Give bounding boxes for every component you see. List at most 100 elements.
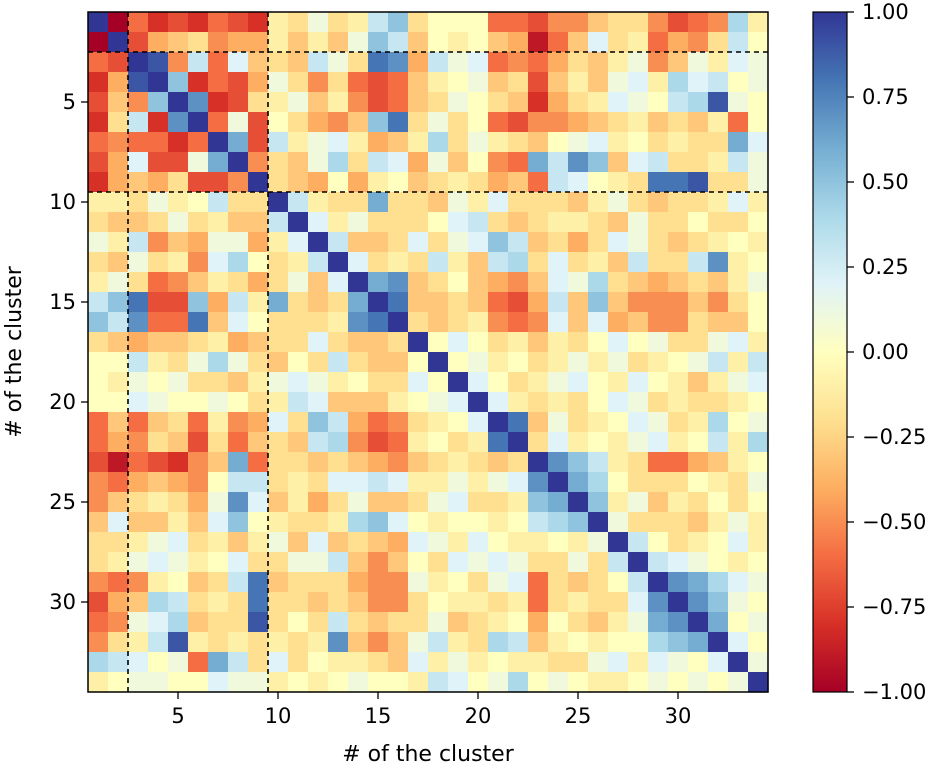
heatmap-cell bbox=[548, 452, 569, 473]
heatmap-cell bbox=[448, 152, 469, 173]
heatmap-cell bbox=[428, 352, 449, 373]
heatmap-cell bbox=[268, 272, 289, 293]
heatmap-cell bbox=[488, 632, 509, 653]
heatmap-cell bbox=[388, 472, 409, 493]
heatmap-cell bbox=[368, 272, 389, 293]
heatmap-cell bbox=[208, 292, 229, 313]
heatmap-cell bbox=[688, 232, 709, 253]
heatmap-cell bbox=[648, 652, 669, 673]
heatmap-cell bbox=[328, 452, 349, 473]
heatmap-cell bbox=[608, 112, 629, 133]
heatmap-cell bbox=[628, 252, 649, 273]
heatmap-cell bbox=[608, 52, 629, 73]
heatmap-cell bbox=[568, 452, 589, 473]
heatmap-cell bbox=[708, 672, 729, 693]
heatmap-cell bbox=[668, 472, 689, 493]
heatmap-cell bbox=[528, 232, 549, 253]
heatmap-cell bbox=[328, 112, 349, 133]
heatmap-cell bbox=[508, 212, 529, 233]
heatmap-cell bbox=[88, 532, 109, 553]
heatmap-cell bbox=[148, 32, 169, 53]
heatmap-cell bbox=[748, 232, 769, 253]
heatmap-cell bbox=[268, 632, 289, 653]
heatmap-cell bbox=[348, 592, 369, 613]
heatmap-cell bbox=[388, 192, 409, 213]
heatmap-cell bbox=[568, 132, 589, 153]
heatmap-cell bbox=[548, 632, 569, 653]
heatmap-cell bbox=[628, 72, 649, 93]
heatmap-cell bbox=[748, 672, 769, 693]
heatmap-cell bbox=[468, 352, 489, 373]
heatmap-cell bbox=[108, 332, 129, 353]
heatmap-cell bbox=[728, 92, 749, 113]
heatmap-cell bbox=[708, 32, 729, 53]
heatmap-cell bbox=[548, 432, 569, 453]
heatmap-cell bbox=[468, 172, 489, 193]
heatmap-cell bbox=[128, 152, 149, 173]
heatmap-cell bbox=[688, 192, 709, 213]
heatmap-cell bbox=[168, 152, 189, 173]
heatmap-cell bbox=[328, 212, 349, 233]
heatmap-cell bbox=[568, 152, 589, 173]
heatmap-cell bbox=[88, 512, 109, 533]
heatmap-cell bbox=[608, 532, 629, 553]
heatmap-cell bbox=[188, 472, 209, 493]
heatmap-cell bbox=[488, 32, 509, 53]
heatmap-cell bbox=[348, 12, 369, 33]
heatmap-cell bbox=[728, 352, 749, 373]
heatmap-cell bbox=[288, 432, 309, 453]
heatmap-cell bbox=[728, 232, 749, 253]
heatmap-cell bbox=[368, 332, 389, 353]
heatmap-cell bbox=[168, 472, 189, 493]
heatmap-cell bbox=[708, 192, 729, 213]
heatmap-cell bbox=[588, 332, 609, 353]
heatmap-cell bbox=[88, 492, 109, 513]
heatmap-cell bbox=[128, 352, 149, 373]
heatmap-cell bbox=[268, 112, 289, 133]
heatmap-cell bbox=[528, 652, 549, 673]
heatmap-cell bbox=[228, 252, 249, 273]
heatmap-cell bbox=[748, 292, 769, 313]
heatmap-cell bbox=[588, 532, 609, 553]
heatmap-cell bbox=[148, 12, 169, 33]
heatmap-cell bbox=[228, 492, 249, 513]
heatmap-cell bbox=[128, 332, 149, 353]
heatmap-cell bbox=[88, 432, 109, 453]
heatmap-cell bbox=[328, 72, 349, 93]
heatmap-cell bbox=[148, 292, 169, 313]
heatmap-cell bbox=[168, 212, 189, 233]
heatmap-cell bbox=[468, 132, 489, 153]
heatmap-cell bbox=[228, 432, 249, 453]
heatmap-cell bbox=[548, 652, 569, 673]
heatmap-cell bbox=[388, 432, 409, 453]
heatmap-cell bbox=[428, 432, 449, 453]
heatmap-cell bbox=[488, 652, 509, 673]
heatmap-cell bbox=[528, 572, 549, 593]
heatmap-cell bbox=[628, 512, 649, 533]
heatmap-cell bbox=[88, 272, 109, 293]
heatmap-cell bbox=[128, 492, 149, 513]
heatmap-cell bbox=[708, 632, 729, 653]
heatmap-cell bbox=[488, 612, 509, 633]
heatmap-cell bbox=[628, 532, 649, 553]
heatmap-cell bbox=[548, 592, 569, 613]
heatmap-cell bbox=[448, 352, 469, 373]
heatmap-cell bbox=[428, 152, 449, 173]
heatmap-cell bbox=[168, 512, 189, 533]
heatmap-cell bbox=[328, 632, 349, 653]
heatmap-cell bbox=[328, 352, 349, 373]
heatmap-cell bbox=[248, 472, 269, 493]
heatmap-cell bbox=[308, 552, 329, 573]
colorbar-tick-label: −0.75 bbox=[862, 595, 926, 619]
heatmap-cell bbox=[648, 492, 669, 513]
heatmap-cell bbox=[428, 612, 449, 633]
heatmap-cell bbox=[448, 212, 469, 233]
colorbar-tick-label: 0.75 bbox=[862, 85, 909, 109]
heatmap-cell bbox=[368, 652, 389, 673]
heatmap-cell bbox=[468, 552, 489, 573]
heatmap-cell bbox=[488, 132, 509, 153]
heatmap-cell bbox=[708, 652, 729, 673]
heatmap-cell bbox=[368, 312, 389, 333]
heatmap-cell bbox=[668, 272, 689, 293]
heatmap-cell bbox=[268, 252, 289, 273]
